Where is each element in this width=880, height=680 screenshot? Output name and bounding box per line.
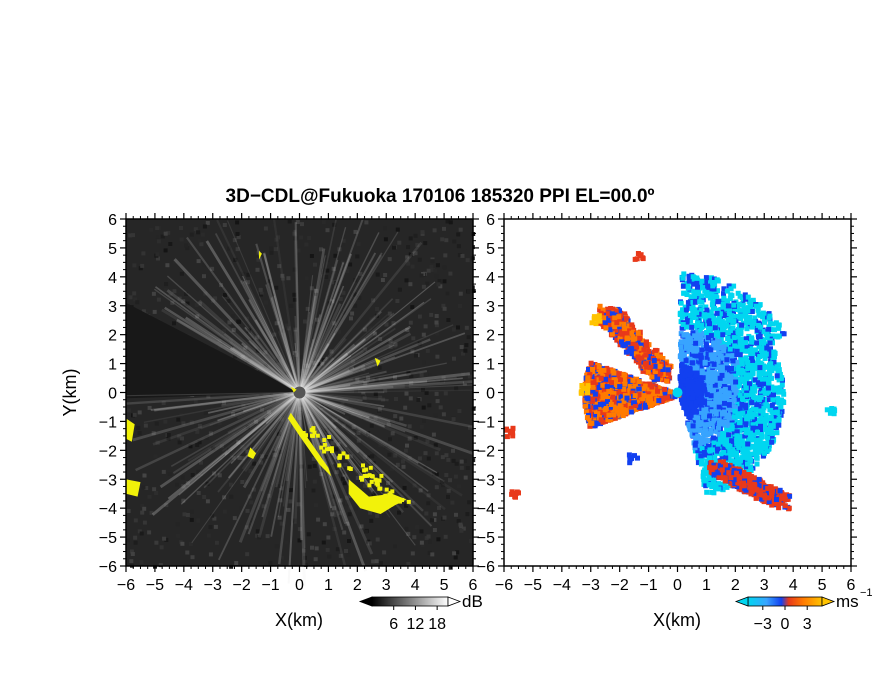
flagged-echoes xyxy=(126,250,411,514)
y-tick-label: 2 xyxy=(486,328,495,345)
x-tick-label: 4 xyxy=(411,577,420,594)
colorbar-tick-label: 18 xyxy=(428,616,446,633)
colorbar-tick-label: 0 xyxy=(781,616,790,633)
y-tick-label: −5 xyxy=(477,530,495,547)
x-tick-label: 1 xyxy=(324,577,333,594)
y-tick-label: 5 xyxy=(486,241,495,258)
x-tick-label: 5 xyxy=(818,577,827,594)
x-tick-label: −3 xyxy=(204,577,222,594)
x-tick-label: −6 xyxy=(117,577,135,594)
echo-rays xyxy=(111,210,489,587)
y-tick-label: 3 xyxy=(486,299,495,316)
y-axis-label: Y(km) xyxy=(60,369,80,417)
x-tick-label: −1 xyxy=(261,577,279,594)
left-panel-intensity xyxy=(111,210,489,587)
y-tick-label: −2 xyxy=(99,443,117,460)
y-tick-label: −4 xyxy=(477,501,495,518)
x-tick-label: −1 xyxy=(639,577,657,594)
x-tick-label: 2 xyxy=(731,577,740,594)
colorbar-tick-label: −3 xyxy=(754,616,772,633)
y-tick-label: −5 xyxy=(99,530,117,547)
y-tick-label: −2 xyxy=(477,443,495,460)
radar-site xyxy=(672,387,683,398)
y-tick-label: −3 xyxy=(477,472,495,489)
right-axes: −6−6 −5 −5 −4 −4 −3 −3 −2 −2 −1 −1 0 0 1 1 2 2 3 3 4 4 5 5 6 6 X(… xyxy=(477,212,873,633)
x-tick-label: 4 xyxy=(789,577,798,594)
colorbar-tick-label: 6 xyxy=(389,616,398,633)
y-tick-label: 6 xyxy=(108,212,117,229)
radar-site xyxy=(293,386,306,399)
y-tick-label: 4 xyxy=(486,270,495,287)
intensity-colorbar: 6 12 18 dB xyxy=(358,592,483,633)
chart-title: 3D−CDL@Fukuoka 170106 185320 PPI EL=00.0… xyxy=(225,186,655,207)
x-tick-label: 0 xyxy=(295,577,304,594)
y-tick-label: −3 xyxy=(99,472,117,489)
y-tick-label: 4 xyxy=(108,270,117,287)
x-tick-label: −4 xyxy=(553,577,571,594)
x-tick-label: −2 xyxy=(233,577,251,594)
colorbar-tick-label: 3 xyxy=(803,616,812,633)
x-axis-label: X(km) xyxy=(653,610,701,630)
y-tick-label: 0 xyxy=(486,386,495,403)
velocity-colorbar: −3 0 3 ms −1 xyxy=(734,587,873,633)
x-tick-label: −3 xyxy=(582,577,600,594)
colorbar-unit: dB xyxy=(462,592,483,611)
left-axes: −6−6−5−5−4−4−3−3−2−2−1−100112233445566X(… xyxy=(60,212,483,633)
x-tick-label: 3 xyxy=(760,577,769,594)
x-axis-label: X(km) xyxy=(275,610,323,630)
y-tick-label: 3 xyxy=(108,299,117,316)
y-tick-label: 6 xyxy=(486,212,495,229)
x-tick-label: 6 xyxy=(469,577,478,594)
x-tick-label: 5 xyxy=(440,577,449,594)
y-tick-label: 1 xyxy=(486,357,495,374)
x-tick-label: 6 xyxy=(847,577,856,594)
colorbar-unit-exponent: −1 xyxy=(860,587,873,599)
right-panel-velocity xyxy=(504,219,851,566)
x-tick-label: −5 xyxy=(146,577,164,594)
x-tick-label: 0 xyxy=(673,577,682,594)
y-tick-label: 5 xyxy=(108,241,117,258)
x-tick-label: −4 xyxy=(175,577,193,594)
blocked-sector xyxy=(126,302,300,399)
y-tick-label: −1 xyxy=(477,414,495,431)
y-tick-label: 1 xyxy=(108,357,117,374)
x-tick-label: 1 xyxy=(702,577,711,594)
velocity-pixels xyxy=(504,251,838,512)
y-tick-label: −1 xyxy=(99,414,117,431)
y-tick-label: −4 xyxy=(99,501,117,518)
x-tick-label: 2 xyxy=(353,577,362,594)
x-tick-label: 3 xyxy=(382,577,391,594)
colorbar-unit: ms xyxy=(836,592,859,611)
x-tick-label: −2 xyxy=(611,577,629,594)
y-tick-label: 0 xyxy=(108,386,117,403)
y-tick-label: −6 xyxy=(99,559,117,576)
axes-layer: −6−6−5−5−4−4−3−3−2−2−1−100112233445566X(… xyxy=(60,212,873,633)
x-tick-label: −5 xyxy=(524,577,542,594)
x-tick-label: −6 xyxy=(495,577,513,594)
y-tick-label: 2 xyxy=(108,328,117,345)
y-tick-label: −6 xyxy=(477,559,495,576)
colorbar-tick-label: 12 xyxy=(407,616,425,633)
